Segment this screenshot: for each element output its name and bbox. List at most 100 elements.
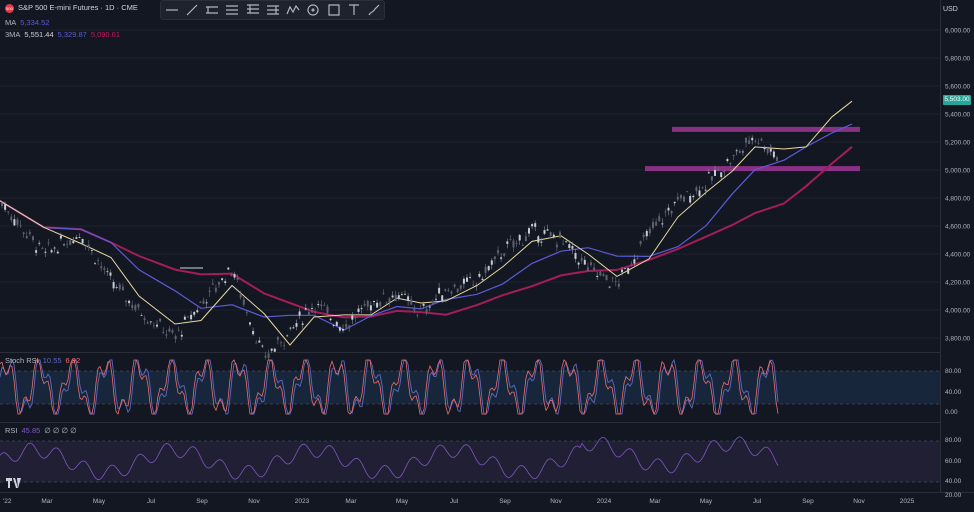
candle-body <box>710 176 713 181</box>
price-axis-label: 6,000.00 <box>945 28 971 35</box>
candle-body <box>205 302 208 304</box>
candle-body <box>143 318 146 321</box>
candle-body <box>565 241 568 243</box>
tradingview-logo-icon[interactable] <box>6 478 22 488</box>
trend-line-tool-button[interactable] <box>182 0 201 20</box>
trend-line-icon <box>186 4 198 16</box>
ma-fast-line[interactable] <box>0 100 853 346</box>
candle-body <box>559 232 561 238</box>
candle-body <box>673 201 676 204</box>
candle-body <box>314 311 317 313</box>
candle-body <box>428 306 431 308</box>
candle-body <box>571 246 574 249</box>
candle-body <box>41 248 44 249</box>
candle-body <box>174 336 177 340</box>
ma-mid-line[interactable] <box>0 123 853 331</box>
candle-body <box>63 244 65 246</box>
candle-body <box>286 335 289 337</box>
candle-body <box>360 308 363 309</box>
rsi-line[interactable] <box>0 436 779 481</box>
candle-body <box>636 258 639 259</box>
currency-label[interactable]: USD <box>943 6 958 13</box>
candle-body <box>72 241 75 244</box>
horizontal-line-tool-button[interactable] <box>162 0 181 20</box>
candle-body <box>236 277 239 281</box>
candle-body <box>4 204 7 210</box>
candle-body <box>289 327 292 329</box>
stoch-legend[interactable]: Stoch RSI 10.55 6.92 <box>5 356 84 366</box>
candle-body <box>410 299 413 305</box>
candle-body <box>720 172 723 178</box>
pane-separators <box>0 0 974 493</box>
candle-body <box>329 318 332 321</box>
candle-body <box>156 324 158 327</box>
candle-body <box>438 287 441 294</box>
candle-body <box>732 154 735 157</box>
candle-body <box>580 257 583 261</box>
candle-body <box>683 196 685 202</box>
candle-body <box>255 342 258 344</box>
price-axis[interactable]: 6,000.00 5,800.00 5,600.00 5,400.00 5,200.00… <box>945 28 971 343</box>
ma-value: 5,334.52 <box>20 18 50 27</box>
time-axis-label: Jul <box>450 498 459 505</box>
candle-body <box>171 330 174 333</box>
pattern-tool-button[interactable] <box>263 0 282 20</box>
regression-tool-button[interactable] <box>223 0 242 20</box>
candle-body <box>221 278 224 280</box>
price-axis-label: 4,600.00 <box>945 224 971 231</box>
candle-body <box>180 334 183 337</box>
time-axis-label: Jul <box>753 498 762 505</box>
stoch-k-line[interactable] <box>0 358 779 416</box>
candle-body <box>772 151 775 158</box>
stoch-axis-label: 80.00 <box>945 368 962 375</box>
ma3-label: 3MA <box>5 30 21 39</box>
support-zone[interactable] <box>645 166 860 172</box>
candle-body <box>552 234 555 238</box>
candle-body <box>497 250 499 254</box>
candle-body <box>524 236 527 242</box>
rsi-legend[interactable]: RSI 45.85 ∅ ∅ ∅ ∅ <box>5 426 81 436</box>
symbol-title[interactable]: S&P 500 E-mini Futures · 1D · CME <box>18 3 138 12</box>
candle-body <box>431 301 434 305</box>
ma-slow-line[interactable] <box>0 146 853 319</box>
candle-body <box>583 259 586 265</box>
rsi-label: RSI <box>5 426 18 435</box>
elliott-wave-tool-button[interactable] <box>284 0 303 20</box>
time-axis-label: May <box>700 498 713 505</box>
time-axis[interactable]: '22 Mar May Jul Sep Nov 2023 Mar May Jul Sep Nov 202… <box>3 498 915 505</box>
candle-body <box>267 353 270 358</box>
candle-body <box>614 281 617 282</box>
brush-tool-button[interactable] <box>365 0 384 20</box>
candle-body <box>242 299 245 305</box>
text-tool-button[interactable] <box>344 0 363 20</box>
candle-body <box>47 242 50 244</box>
candle-body <box>717 170 720 172</box>
candle-body <box>459 285 462 289</box>
circle-tool-button[interactable] <box>304 0 323 20</box>
candle-body <box>273 348 276 352</box>
candle-body <box>354 317 357 319</box>
rsi-axis-label: 40.00 <box>945 478 962 485</box>
candle-body <box>707 172 710 174</box>
grid <box>0 29 940 339</box>
candle-body <box>202 300 205 304</box>
fib-retracement-tool-button[interactable] <box>243 0 262 20</box>
candle-body <box>419 307 422 309</box>
stoch-d-line[interactable] <box>0 359 779 416</box>
ma3-legend[interactable]: 3MA 5,551.44 5,329.87 5,090.61 <box>5 30 124 40</box>
candle-body <box>7 211 10 213</box>
candle-body <box>763 147 766 150</box>
candle-body <box>766 148 769 154</box>
support-zones <box>645 126 860 172</box>
candle-body <box>490 260 493 265</box>
candle-body <box>218 282 220 285</box>
candle-body <box>280 342 282 344</box>
support-zone[interactable] <box>672 126 860 132</box>
parallel-channel-tool-button[interactable] <box>203 0 222 20</box>
rectangle-tool-button[interactable] <box>324 0 343 20</box>
candle-body <box>376 302 379 308</box>
candle-body <box>239 293 242 298</box>
ma-legend[interactable]: MA 5,334.52 <box>5 18 53 28</box>
candle-body <box>177 329 180 331</box>
